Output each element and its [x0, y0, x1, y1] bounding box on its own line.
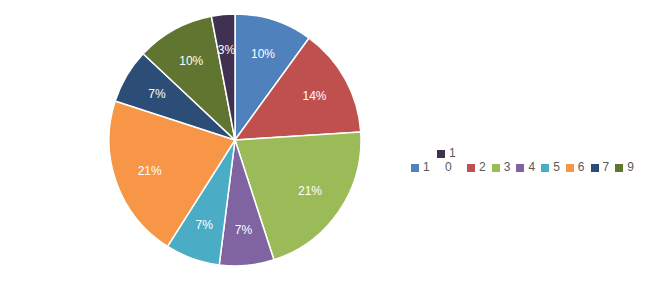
- html-text:7: 7: [602, 160, 610, 174]
- svg-text:3%: 3%: [218, 43, 236, 57]
- html-text:9: 9: [627, 160, 634, 174]
- html-text:5: 5: [553, 160, 560, 174]
- html-text:3: 3: [503, 160, 511, 174]
- html-text:1: 1: [423, 160, 430, 174]
- svg-text:7%: 7%: [148, 87, 166, 101]
- html-text:4: 4: [528, 160, 536, 174]
- svg-text:7%: 7%: [196, 218, 214, 232]
- svg-text:14%: 14%: [302, 89, 326, 103]
- html-text:2: 2: [479, 160, 486, 174]
- svg-text:7%: 7%: [235, 223, 253, 237]
- html-text:10: 10: [445, 146, 456, 174]
- svg-text:10%: 10%: [251, 47, 275, 61]
- svg-text:21%: 21%: [298, 184, 322, 198]
- html-text:6: 6: [577, 160, 585, 174]
- svg-text:21%: 21%: [138, 164, 162, 178]
- svg-text:10%: 10%: [179, 54, 203, 68]
